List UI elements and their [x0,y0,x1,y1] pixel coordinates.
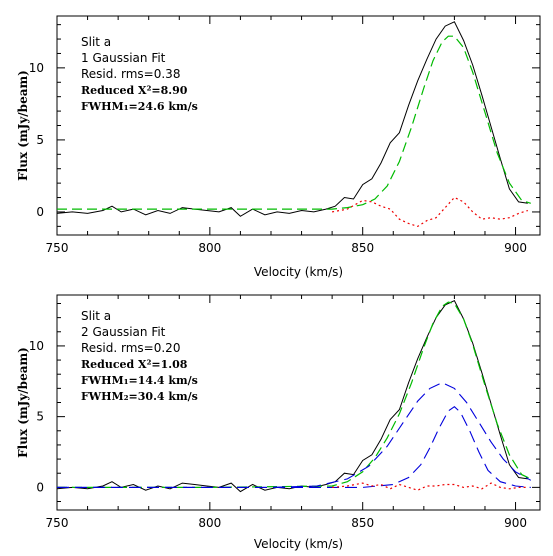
y-axis-title: Flux (mJy/beam) [16,347,30,458]
annotation-reduced-chi2: Reduced X²=8.90 [81,84,188,97]
x-axis-title: Velocity (km/s) [254,537,343,551]
annotation-fwhm-1: FWHM₁=14.4 km/s [81,374,198,387]
residual-line [331,196,528,228]
annotation-slit: Slit a [81,309,111,323]
annotation-fwhm-1: FWHM₁=24.6 km/s [81,100,198,113]
x-axis-title: Velocity (km/s) [254,265,343,279]
y-tick-label: 0 [36,205,44,219]
x-tick-label: 750 [46,516,69,530]
component-narrow-line [57,405,531,488]
x-tick-labels: 750 800 850 900 [46,241,527,255]
component-broad-line [57,382,532,488]
x-tick-label: 800 [198,241,221,255]
annotation-resid-rms: Resid. rms=0.20 [81,341,180,355]
x-tick-label: 900 [504,516,527,530]
annotation-reduced-chi2: Reduced X²=1.08 [81,358,188,371]
tick-marks [56,16,540,235]
fit-annotation: Slit a 2 Gaussian Fit Resid. rms=0.20 Re… [81,309,198,403]
series-layer [56,300,532,493]
y-tick-label: 0 [36,480,44,494]
annotation-resid-rms: Resid. rms=0.38 [81,67,180,81]
x-tick-label: 900 [504,241,527,255]
y-tick-labels: 0 5 10 [29,339,44,494]
y-tick-label: 10 [29,339,44,353]
x-tick-label: 800 [198,516,221,530]
annotation-fit-type: 1 Gaussian Fit [81,51,166,65]
x-tick-label: 850 [351,241,374,255]
fit-total-line [57,301,532,488]
residual-line [332,482,528,491]
panel-bottom: 750 800 850 900 0 5 10 Velocity (km/s) Flux (… [16,294,541,551]
y-tick-labels: 0 5 10 [29,61,44,219]
tick-marks [56,295,540,510]
data-line [56,21,528,217]
fit-total-line [57,35,531,210]
series-layer [56,21,531,228]
annotation-fit-type: 2 Gaussian Fit [81,325,166,339]
y-tick-label: 10 [29,61,44,75]
plot-frame [56,15,541,236]
x-tick-label: 750 [46,241,69,255]
y-tick-label: 5 [36,410,44,424]
x-tick-labels: 750 800 850 900 [46,516,527,530]
x-tick-label: 850 [351,516,374,530]
y-axis-title: Flux (mJy/beam) [16,70,30,181]
y-tick-label: 5 [36,133,44,147]
annotation-slit: Slit a [81,35,111,49]
annotation-fwhm-2: FWHM₂=30.4 km/s [81,390,198,403]
panel-top: 750 800 850 900 0 5 10 Velocity (km/s) Flux (… [16,15,541,279]
fit-annotation: Slit a 1 Gaussian Fit Resid. rms=0.38 Re… [81,35,198,113]
